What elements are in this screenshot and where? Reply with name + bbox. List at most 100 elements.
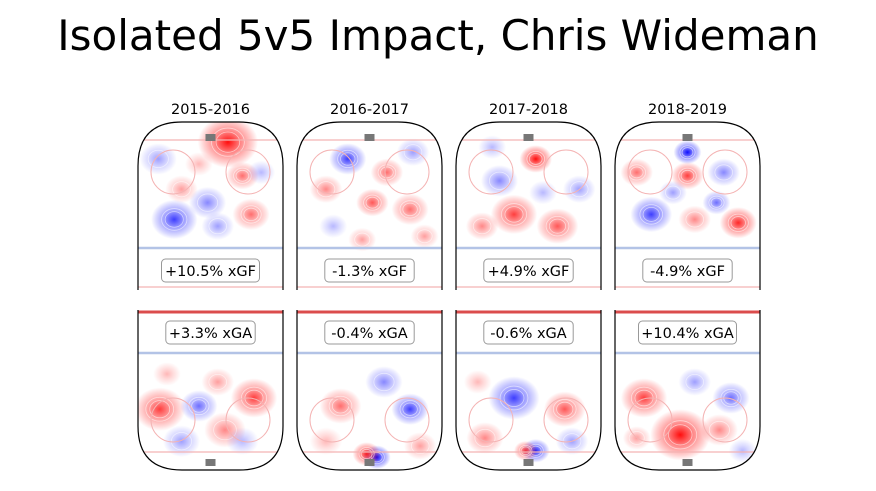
impact-blob	[543, 391, 586, 427]
contour-line	[399, 400, 421, 419]
contour-line	[399, 200, 421, 219]
contour-line	[569, 181, 589, 198]
xga-label-box	[638, 320, 737, 345]
defense-heatmap	[297, 310, 442, 470]
contour-line	[145, 396, 175, 422]
impact-blob	[139, 143, 177, 175]
season-panel: 2017-2018 +4.9% xGF -0.6% xGA	[455, 102, 602, 471]
contour-line	[681, 147, 694, 158]
impact-blob	[404, 432, 437, 460]
impact-blob	[630, 196, 673, 233]
season-panels: 2015-2016 +10.5% xGF +3.3% xGA 2016-2017 -1.…	[137, 102, 761, 471]
impact-blob	[463, 370, 492, 394]
impact-blob	[153, 362, 181, 386]
impact-blob	[529, 180, 557, 205]
impact-blob	[478, 135, 507, 160]
faceoff-circle	[150, 149, 196, 195]
net	[205, 134, 216, 141]
faceoff-circle	[702, 149, 748, 195]
contour-line	[172, 181, 191, 198]
contour-line	[316, 181, 336, 198]
impact-blob	[536, 208, 579, 244]
net	[205, 459, 216, 466]
contour-line	[243, 207, 259, 222]
contour-line	[354, 232, 371, 247]
defense-heatmap	[615, 310, 760, 463]
impact-blob	[620, 378, 668, 418]
contour-line	[679, 145, 696, 160]
impact-blob	[480, 165, 519, 197]
net	[364, 134, 375, 141]
season-panel: 2015-2016 +10.5% xGF +3.3% xGA	[137, 102, 284, 471]
impact-blob	[309, 175, 343, 204]
contour-line	[472, 218, 492, 235]
impact-blob	[232, 198, 270, 231]
contour-line	[188, 396, 210, 416]
contour-line	[161, 208, 188, 231]
impact-blob	[719, 207, 757, 239]
impact-blob	[700, 414, 738, 446]
contour-line	[240, 205, 262, 224]
faceoff-circle	[150, 397, 196, 443]
xgf-label-box	[324, 258, 415, 283]
contour-line	[240, 386, 268, 410]
contour-line	[211, 127, 245, 157]
rink-boards	[455, 310, 602, 471]
contour-line	[500, 203, 528, 226]
contour-line	[628, 431, 645, 445]
faceoff-circle	[225, 397, 271, 443]
contour-line	[708, 195, 725, 210]
impact-blob	[519, 145, 552, 173]
impact-blob	[465, 212, 499, 240]
season-label: 2016-2017	[330, 102, 409, 118]
contour-line	[504, 206, 524, 223]
season-label: 2015-2016	[171, 102, 250, 118]
defense-heatmap	[456, 310, 601, 463]
faceoff-circle	[384, 149, 430, 195]
net	[682, 134, 693, 141]
contour-line	[499, 385, 529, 411]
xgf-label: -4.9% xGF	[650, 264, 725, 280]
contour-line	[474, 428, 496, 448]
impact-blob	[180, 390, 218, 422]
rink-boards	[614, 310, 761, 471]
impact-blob	[673, 140, 702, 165]
impact-blob	[490, 194, 538, 235]
contour-line	[373, 372, 395, 392]
impact-blob	[189, 186, 227, 219]
contour-line	[642, 206, 660, 222]
rink-boards	[296, 310, 443, 471]
contour-line	[685, 211, 705, 228]
faceoff-circle	[627, 397, 673, 443]
faceoff-circle	[384, 397, 430, 443]
impact-blob	[466, 422, 504, 454]
impact-blob	[165, 175, 198, 204]
contour-line	[197, 193, 219, 212]
contour-line	[208, 373, 228, 391]
xga-label: -0.4% xGA	[331, 326, 407, 342]
impact-blob	[151, 199, 198, 240]
contour-line	[488, 171, 511, 190]
faceoff-circle	[543, 397, 589, 443]
contour-line	[520, 446, 531, 456]
season-label: 2017-2018	[489, 102, 568, 118]
impact-blob	[230, 378, 278, 418]
contour-line	[556, 401, 574, 417]
contour-line	[708, 420, 730, 440]
faceoff-circle	[702, 397, 748, 443]
impact-blob	[659, 180, 687, 205]
contour-line	[402, 402, 418, 416]
contour-line	[548, 218, 567, 234]
contour-line	[668, 424, 693, 446]
contour-line	[730, 216, 746, 230]
contour-line	[208, 218, 228, 235]
impact-blob	[319, 388, 362, 424]
offense-heatmap	[615, 139, 760, 288]
impact-blob	[514, 440, 538, 461]
xgf-label: -1.3% xGF	[332, 264, 407, 280]
contour-line	[360, 448, 373, 460]
xga-label: -0.6% xGA	[490, 326, 566, 342]
impact-blob	[319, 214, 348, 238]
contour-line	[365, 196, 380, 209]
impact-blob	[678, 205, 711, 234]
